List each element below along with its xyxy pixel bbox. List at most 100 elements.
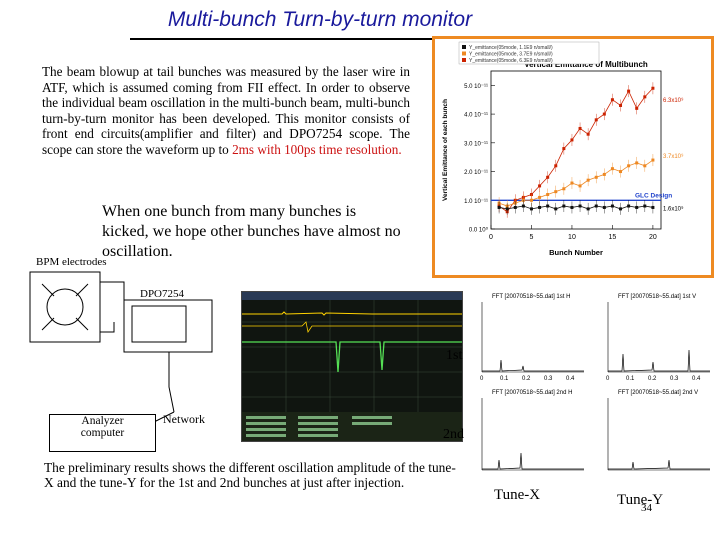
chart-point <box>554 190 558 194</box>
chart-point <box>562 147 566 151</box>
intro-highlight: 2ms with 100ps time resolution. <box>232 141 402 157</box>
chart-y-tick-label: 3.0 10⁻¹¹ <box>464 141 488 147</box>
chart-y-tick-label: 4.0 10⁻¹¹ <box>464 113 488 119</box>
chart-point <box>619 103 623 107</box>
chart-point <box>578 126 582 130</box>
chart-point <box>538 184 542 188</box>
fft-panel-1st-v: FFT [20070518~55.dat] 1st V 0 0.1 0.2 0.… <box>592 290 712 390</box>
chart-point <box>627 204 631 208</box>
fft-tick-label: 0.3 <box>670 376 679 382</box>
bpm-label: BPM electrodes <box>36 256 107 268</box>
chart-point <box>529 198 533 202</box>
scope-screen <box>131 305 187 343</box>
fft-tick-label: 0.2 <box>648 376 657 382</box>
bpm-chamber <box>29 271 101 343</box>
chart-annotation: 3.7x10⁹ <box>663 153 684 160</box>
chart-legend-swatch <box>462 51 466 56</box>
scope-label: DPO7254 <box>140 288 185 300</box>
chart-point <box>546 175 550 179</box>
chart-plot-area <box>490 70 662 230</box>
chart-x-label: Bunch Number <box>549 248 603 257</box>
fft-tick-label: 0.1 <box>626 376 635 382</box>
computer-label: computer <box>80 427 125 439</box>
tune-y-label: Tune-Y <box>617 492 664 508</box>
analyzer-label: Analyzer <box>81 415 124 427</box>
chart-point <box>586 178 590 182</box>
tune-x-label: Tune-X <box>494 487 541 503</box>
chart-legend <box>458 41 600 65</box>
chart-point <box>619 207 623 211</box>
chart-title: Vertical Emittance of Multibunch <box>524 60 648 69</box>
chart-point <box>651 86 655 90</box>
chart-point <box>521 204 525 208</box>
fft-panel-2nd-v: FFT [20070518~55.dat] 2nd V <box>592 386 712 482</box>
chart-point <box>546 193 550 197</box>
fft-tick-label: 0 <box>606 376 610 382</box>
chart-point <box>635 161 639 165</box>
bpm-electrodes <box>41 283 89 331</box>
fft-trace <box>482 359 584 372</box>
chart-point <box>627 89 631 93</box>
chart-point <box>538 205 542 209</box>
bpm-schematic <box>29 271 213 423</box>
chart-legend-entry: Y_emittance(05mode, 3.7E9 n/small/) <box>469 52 553 58</box>
chart-y-tick-label: 0.0 10⁰ <box>469 227 489 234</box>
fft-trace <box>482 452 584 470</box>
chart-point <box>586 207 590 211</box>
chart-annotation: GLC Design <box>635 192 672 199</box>
fft-trace <box>608 349 710 372</box>
chart-point <box>538 195 542 199</box>
chart-y-tick-label: 5.0 10⁻¹¹ <box>464 84 488 90</box>
intro-text: The beam blowup at tail bunches was meas… <box>42 64 410 157</box>
chart-point <box>513 205 517 209</box>
chart-point <box>643 95 647 99</box>
chart-point <box>578 184 582 188</box>
analyzer-computer-box: Analyzer computer <box>49 414 156 452</box>
chart-point <box>651 205 655 209</box>
chart-point <box>651 158 655 162</box>
title-underline <box>130 38 550 40</box>
chart-point <box>627 164 631 168</box>
callout-text: When one bunch from many bunches is kick… <box>102 203 401 260</box>
chart-point <box>529 207 533 211</box>
scope-readouts <box>246 416 392 437</box>
network-line <box>153 411 175 423</box>
second-bunch-label: 2nd <box>443 427 464 442</box>
chart-point <box>619 170 623 174</box>
scope-menu-bar <box>242 292 462 300</box>
chart-x-tick-label: 5 <box>530 234 534 241</box>
first-bunch-label: 1st <box>446 348 463 363</box>
page-title: Multi-bunch Turn-by-turn monitor <box>167 8 473 31</box>
chart-point <box>570 205 574 209</box>
chart-point <box>594 204 598 208</box>
fft-tick-label: 0.4 <box>692 376 701 382</box>
fft-trace <box>608 459 710 470</box>
chart-point <box>578 204 582 208</box>
chart-point <box>635 205 639 209</box>
chart-point <box>602 205 606 209</box>
chart-point <box>505 207 509 211</box>
chart-point <box>570 138 574 142</box>
chart-legend-swatch <box>462 58 466 62</box>
chart-y-tick-label: 1.0 10⁻¹¹ <box>464 199 488 205</box>
emittance-chart-frame: Vertical Emittance of Multibunch Bunch Nu… <box>432 36 714 278</box>
fft-title: FFT [20070518~55.dat] 2nd V <box>618 390 698 396</box>
chart-x-tick-label: 0 <box>489 234 493 241</box>
chart-point <box>554 207 558 211</box>
chart-legend-entry: Y_emittance(05mode, 6.3E9 n/small/) <box>469 58 553 64</box>
chart-point <box>610 167 614 171</box>
chart-point <box>643 164 647 168</box>
fft-panel-1st-h: FFT [20070518~55.dat] 1st H 0 0.1 0.2 0.… <box>466 290 586 390</box>
network-label: Network <box>163 412 205 426</box>
chart-y-label: Vertical Emittance of each bunch <box>442 99 449 201</box>
chart-point <box>562 187 566 191</box>
cable <box>100 322 115 333</box>
scope-trace-ch1 <box>242 311 462 316</box>
chart-point <box>610 204 614 208</box>
chart-point <box>635 106 639 110</box>
scope-trace-ch1-detail <box>242 321 462 334</box>
fft-tick-label: 0 <box>480 376 484 382</box>
emittance-chart: Vertical Emittance of Multibunch Bunch Nu… <box>442 41 684 257</box>
chart-annotation: 6.3x10⁹ <box>663 97 684 104</box>
chart-point <box>554 164 558 168</box>
